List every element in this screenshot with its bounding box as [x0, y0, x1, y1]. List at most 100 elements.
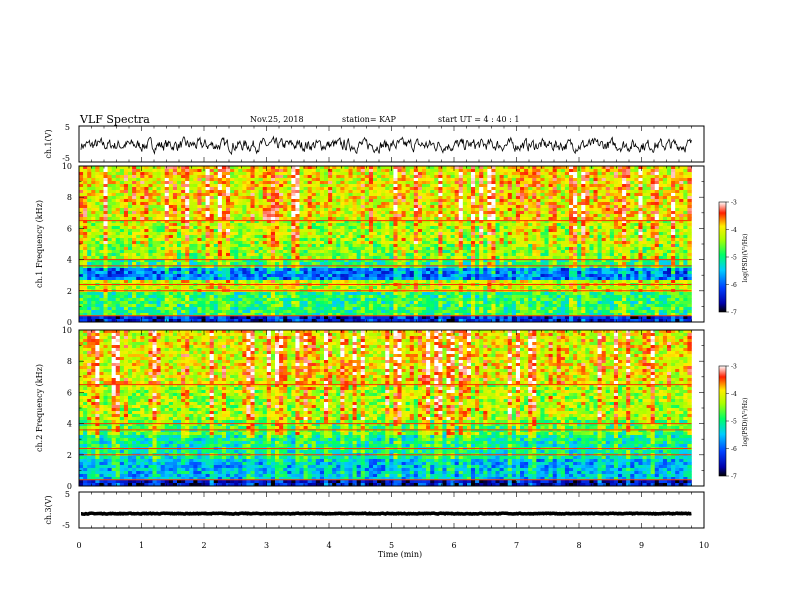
- spectrogram-cell: [319, 247, 325, 251]
- spectrogram-cell: [417, 202, 423, 206]
- spectrogram-cell: [458, 178, 464, 182]
- spectrogram-cell: [246, 262, 251, 266]
- spectrogram-cell: [283, 202, 288, 206]
- spectrogram-cell: [446, 205, 451, 209]
- spectrogram-cell: [491, 172, 496, 176]
- spectrogram-cell: [242, 184, 247, 188]
- spectrogram-cell: [413, 208, 419, 212]
- spectrogram-cell: [671, 211, 676, 215]
- spectrogram-cell: [111, 217, 117, 221]
- spectrogram-cell: [168, 256, 174, 260]
- spectrogram-cell: [569, 193, 574, 197]
- spectrogram-cell: [650, 244, 656, 248]
- spectrogram-cell: [679, 244, 684, 248]
- spectrogram-cell: [140, 187, 145, 191]
- spectrogram-cell: [536, 232, 541, 236]
- spectrogram-cell: [675, 205, 680, 209]
- spectrogram-cell: [315, 199, 321, 203]
- spectrogram-cell: [430, 196, 435, 200]
- spectrogram-cell: [662, 241, 668, 245]
- spectrogram-cell: [209, 220, 215, 224]
- spectrogram-cell: [601, 172, 607, 176]
- spectrogram-cell: [479, 238, 484, 242]
- spectrogram-cell: [311, 166, 317, 170]
- spectrogram-cell: [434, 175, 439, 179]
- spectrogram-cell: [393, 178, 398, 182]
- spectrogram-cell: [589, 238, 594, 242]
- spectrogram-cell: [609, 184, 615, 188]
- spectrogram-cell: [471, 247, 476, 251]
- spectrogram-cell: [189, 226, 194, 230]
- spectrogram-cell: [177, 259, 182, 263]
- spectrogram-cell: [83, 229, 88, 233]
- spectrogram-cell: [197, 211, 202, 215]
- spectrogram-cell: [287, 193, 292, 197]
- spectrogram-cell: [87, 220, 92, 224]
- spectrogram-cell: [405, 250, 411, 254]
- spectrogram-cell: [193, 169, 198, 173]
- spectrogram-cell: [250, 184, 255, 188]
- spectrogram-cell: [128, 217, 133, 221]
- spectrogram-cell: [197, 184, 202, 188]
- spectrogram-cell: [462, 244, 468, 248]
- spectrogram-cell: [209, 190, 215, 194]
- spectrogram-cell: [609, 229, 615, 233]
- spectrogram-cell: [262, 226, 268, 230]
- spectrogram-cell: [650, 214, 656, 218]
- spectrogram-cell: [230, 256, 235, 260]
- spectrogram-cell: [364, 220, 370, 224]
- spectrogram-cell: [111, 214, 117, 218]
- spectrogram-cell: [152, 256, 157, 260]
- spectrogram-cell: [152, 253, 157, 257]
- spectrogram-cell: [148, 199, 153, 203]
- spectrogram-cell: [287, 241, 292, 245]
- spectrogram-cell: [601, 178, 607, 182]
- spectrogram-cell: [303, 169, 308, 173]
- spectrogram-cell: [426, 202, 431, 206]
- spectrogram-cell: [136, 247, 141, 251]
- spectrogram-cell: [209, 181, 215, 185]
- spectrogram-cell: [168, 214, 174, 218]
- spectrogram-cell: [589, 178, 594, 182]
- spectrogram-cell: [230, 259, 235, 263]
- spectrogram-cell: [630, 196, 635, 200]
- spectrogram-cell: [671, 238, 676, 242]
- spectrogram-cell: [683, 181, 688, 185]
- spectrogram-cell: [556, 244, 562, 248]
- spectrogram-cell: [319, 190, 325, 194]
- spectrogram-cell: [438, 232, 443, 236]
- spectrogram-cell: [144, 208, 149, 212]
- spectrogram-cell: [193, 202, 198, 206]
- spectrogram-cell: [389, 181, 394, 185]
- spectrogram-cell: [148, 181, 153, 185]
- spectrogram-cell: [507, 235, 513, 239]
- spectrogram-cell: [548, 214, 553, 218]
- spectrogram-cell: [434, 241, 439, 245]
- spectrogram-cell: [671, 259, 676, 263]
- spectrogram-cell: [152, 193, 157, 197]
- spectrogram-cell: [650, 226, 656, 230]
- spectrogram-cell: [536, 172, 541, 176]
- spectrogram-cell: [520, 205, 525, 209]
- spectrogram-cell: [234, 226, 239, 230]
- spectrogram-cell: [479, 202, 484, 206]
- spectrogram-cell: [226, 169, 231, 173]
- spectrogram-cell: [413, 184, 419, 188]
- spectrogram-cell: [675, 181, 680, 185]
- spectrogram-cell: [319, 229, 325, 233]
- spectrogram-cell: [581, 259, 586, 263]
- spectrogram-cell: [450, 217, 455, 221]
- spectrogram-cell: [524, 181, 529, 185]
- spectrogram-cell: [136, 205, 141, 209]
- spectrogram-cell: [397, 232, 402, 236]
- spectrogram-cell: [307, 208, 313, 212]
- spectrogram-cell: [152, 220, 157, 224]
- spectrogram-cell: [564, 172, 570, 176]
- spectrogram-cell: [475, 223, 480, 227]
- ch1-ytick-bottom: -5: [62, 154, 70, 163]
- spectrogram-cell: [556, 205, 562, 209]
- spectrogram-cell: [295, 208, 300, 212]
- spectrogram-cell: [373, 253, 378, 257]
- spectrogram-cell: [83, 253, 88, 257]
- spectrogram-cell: [671, 235, 676, 239]
